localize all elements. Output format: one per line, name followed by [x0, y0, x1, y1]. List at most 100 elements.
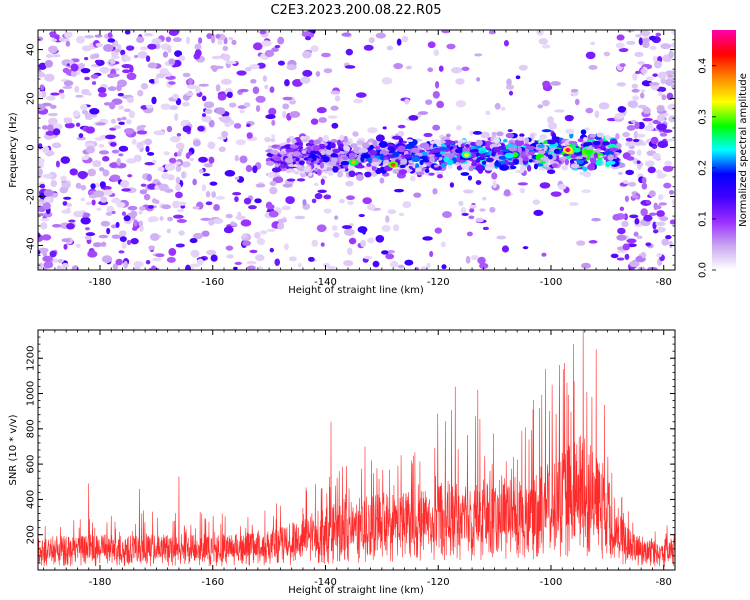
- spectrogram-noise-cell: [652, 73, 658, 77]
- spectrogram-noise-cell: [668, 190, 675, 195]
- spectrogram-noise-cell: [234, 155, 239, 162]
- spectrogram-noise-cell: [442, 211, 452, 219]
- spectrogram-signal-cell: [332, 148, 341, 154]
- spectrogram-noise-cell: [154, 199, 160, 205]
- spectrogram-signal-cell: [554, 148, 560, 154]
- spectrogram-noise-cell: [127, 205, 138, 211]
- y-tick-label: 1200: [26, 346, 37, 371]
- spectrogram-signal-cell: [411, 156, 421, 163]
- spectrogram-noise-cell: [151, 38, 162, 44]
- spectrogram-peak-cell: [463, 152, 469, 157]
- spectrogram-noise-cell: [501, 245, 510, 253]
- spectrogram-noise-cell: [117, 92, 124, 97]
- spectrogram-noise-cell: [75, 94, 84, 98]
- spectrogram-noise-cell: [198, 168, 204, 174]
- spectrogram-signal-cell: [469, 130, 474, 136]
- spectrogram-noise-cell: [255, 95, 266, 103]
- spectrogram-noise-cell: [455, 100, 467, 108]
- spectrogram-noise-cell: [124, 56, 131, 62]
- spectrogram-noise-cell: [343, 260, 354, 267]
- spectrogram-noise-cell: [116, 117, 122, 122]
- spectrogram-noise-cell: [316, 224, 327, 233]
- spectrogram-noise-cell: [345, 48, 353, 56]
- spectrogram-noise-cell: [205, 201, 213, 206]
- spectrogram-signal-cell: [460, 172, 470, 176]
- spectrogram-signal-cell: [371, 164, 376, 171]
- spectrogram-noise-cell: [469, 204, 477, 209]
- spectrogram-noise-cell: [122, 69, 131, 74]
- spectrogram-noise-cell: [60, 156, 71, 164]
- spectrogram-noise-cell: [102, 189, 113, 196]
- spectrogram-noise-cell: [500, 106, 506, 111]
- spectrogram-noise-cell: [168, 58, 176, 65]
- spectrogram-noise-cell: [252, 86, 260, 95]
- spectrogram-noise-cell: [157, 166, 165, 172]
- spectrogram-signal-cell: [465, 143, 470, 148]
- spectrogram-noise-cell: [557, 183, 567, 190]
- spectrogram-noise-cell: [144, 162, 155, 166]
- spectrogram-noise-cell: [49, 250, 57, 258]
- spectrogram-noise-cell: [100, 220, 111, 227]
- spectrogram-signal-cell: [456, 159, 466, 163]
- spectrogram-noise-cell: [665, 78, 674, 86]
- spectrogram-noise-cell: [166, 228, 172, 234]
- spectrogram-noise-cell: [397, 124, 406, 129]
- spectrogram-noise-cell: [668, 50, 674, 59]
- spectrogram-noise-cell: [93, 53, 100, 59]
- spectrogram-signal-cell: [561, 164, 568, 171]
- spectrogram-noise-cell: [652, 152, 661, 160]
- spectrogram-signal-cell: [585, 146, 595, 150]
- spectrogram-noise-cell: [639, 30, 651, 37]
- spectrogram-noise-cell: [671, 199, 675, 205]
- spectrogram-noise-cell: [367, 203, 376, 211]
- spectrogram-noise-cell: [645, 242, 652, 247]
- spectrogram-noise-cell: [466, 231, 473, 237]
- spectrogram-noise-cell: [70, 63, 79, 72]
- spectrogram-noise-cell: [204, 163, 213, 168]
- spectrogram-noise-cell: [392, 224, 400, 232]
- spectrogram-signal-cell: [471, 162, 477, 167]
- spectrogram-noise-cell: [461, 212, 469, 216]
- x-tick-label: -120: [427, 277, 450, 288]
- spectrogram-noise-cell: [201, 113, 207, 117]
- spectrogram-noise-cell: [153, 130, 165, 136]
- spectrogram-noise-cell: [603, 51, 611, 57]
- spectrogram-noise-cell: [375, 134, 385, 142]
- spectrogram-noise-cell: [243, 102, 251, 108]
- spectrogram-noise-cell: [143, 32, 154, 37]
- spectrogram-noise-cell: [637, 61, 646, 65]
- spectrogram-signal-cell: [327, 169, 334, 176]
- spectrogram-noise-cell: [68, 219, 76, 223]
- spectrogram-noise-cell: [345, 180, 354, 187]
- spectrogram-noise-cell: [474, 53, 483, 57]
- spectrogram-signal-cell: [339, 134, 345, 141]
- spectrogram-noise-cell: [610, 253, 619, 259]
- spectrogram-noise-cell: [451, 67, 463, 74]
- spectrogram-noise-cell: [564, 114, 574, 122]
- spectrogram-noise-cell: [107, 86, 117, 92]
- spectrogram-noise-cell: [55, 160, 61, 168]
- spectrogram-noise-cell: [222, 45, 229, 51]
- spectrogram-noise-cell: [656, 104, 665, 112]
- spectrogram-noise-cell: [649, 45, 657, 51]
- spectrogram-noise-cell: [98, 150, 110, 155]
- spectrogram-noise-cell: [259, 30, 267, 35]
- spectrogram-noise-cell: [640, 89, 646, 93]
- spectrogram-noise-cell: [239, 109, 245, 114]
- spectrogram-noise-cell: [316, 107, 327, 114]
- spectrogram-noise-cell: [615, 42, 625, 49]
- spectrogram-noise-cell: [136, 141, 144, 150]
- spectrogram-noise-cell: [186, 36, 191, 45]
- spectrogram-noise-cell: [485, 110, 491, 116]
- spectrogram-noise-cell: [133, 154, 142, 162]
- spectrogram-signal-cell: [320, 149, 325, 156]
- spectrogram-noise-cell: [265, 114, 276, 120]
- spectrogram-signal-cell: [524, 137, 530, 144]
- spectrogram-signal-cell: [493, 146, 501, 153]
- spectrogram-noise-cell: [108, 101, 116, 110]
- spectrogram-noise-cell: [638, 37, 643, 46]
- spectrogram-signal-cell: [488, 161, 495, 169]
- spectrogram-peak-cell: [351, 160, 357, 165]
- spectrogram-noise-cell: [186, 84, 198, 90]
- spectrogram-signal-cell: [436, 140, 442, 147]
